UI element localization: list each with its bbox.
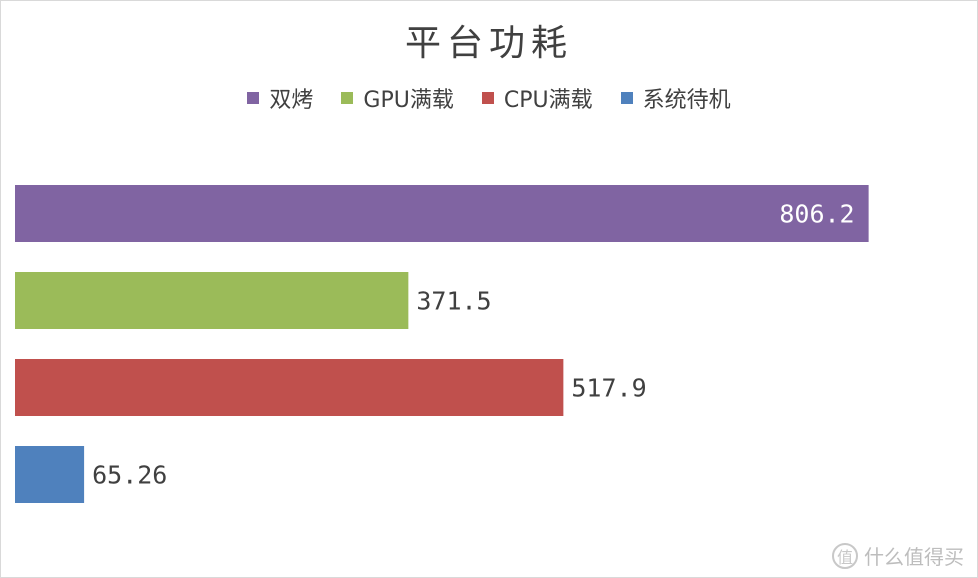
chart-legend: 双烤 GPU满载 CPU满载 系统待机 [0, 82, 978, 114]
legend-label-2: CPU满载 [503, 88, 593, 113]
legend-swatch-0 [247, 92, 260, 104]
legend-swatch-2 [481, 92, 494, 104]
legend-item-3: 系统待机 [620, 82, 731, 114]
watermark-logo-icon: 值 [832, 542, 858, 569]
legend-item-0: 双烤 [247, 82, 313, 114]
bar-3 [15, 446, 85, 503]
legend-swatch-3 [620, 92, 633, 104]
legend-swatch-1 [341, 92, 354, 104]
watermark: 值 什么值得买 [832, 541, 964, 570]
legend-label-3: 系统待机 [642, 88, 731, 113]
watermark-text: 什么值得买 [864, 545, 964, 569]
legend-label-0: 双烤 [269, 88, 314, 113]
bar-2 [15, 359, 564, 416]
data-label-1: 371.5 [416, 287, 491, 316]
data-label-0: 806.2 [779, 200, 854, 229]
bar-0 [15, 185, 869, 242]
data-label-3: 65.26 [92, 461, 167, 490]
legend-label-1: GPU满载 [363, 88, 454, 113]
data-label-2: 517.9 [571, 374, 646, 403]
legend-item-2: CPU满载 [481, 82, 593, 114]
bar-1 [15, 272, 409, 329]
chart-title: 平台功耗 [404, 23, 573, 64]
legend-item-1: GPU满载 [341, 82, 454, 114]
